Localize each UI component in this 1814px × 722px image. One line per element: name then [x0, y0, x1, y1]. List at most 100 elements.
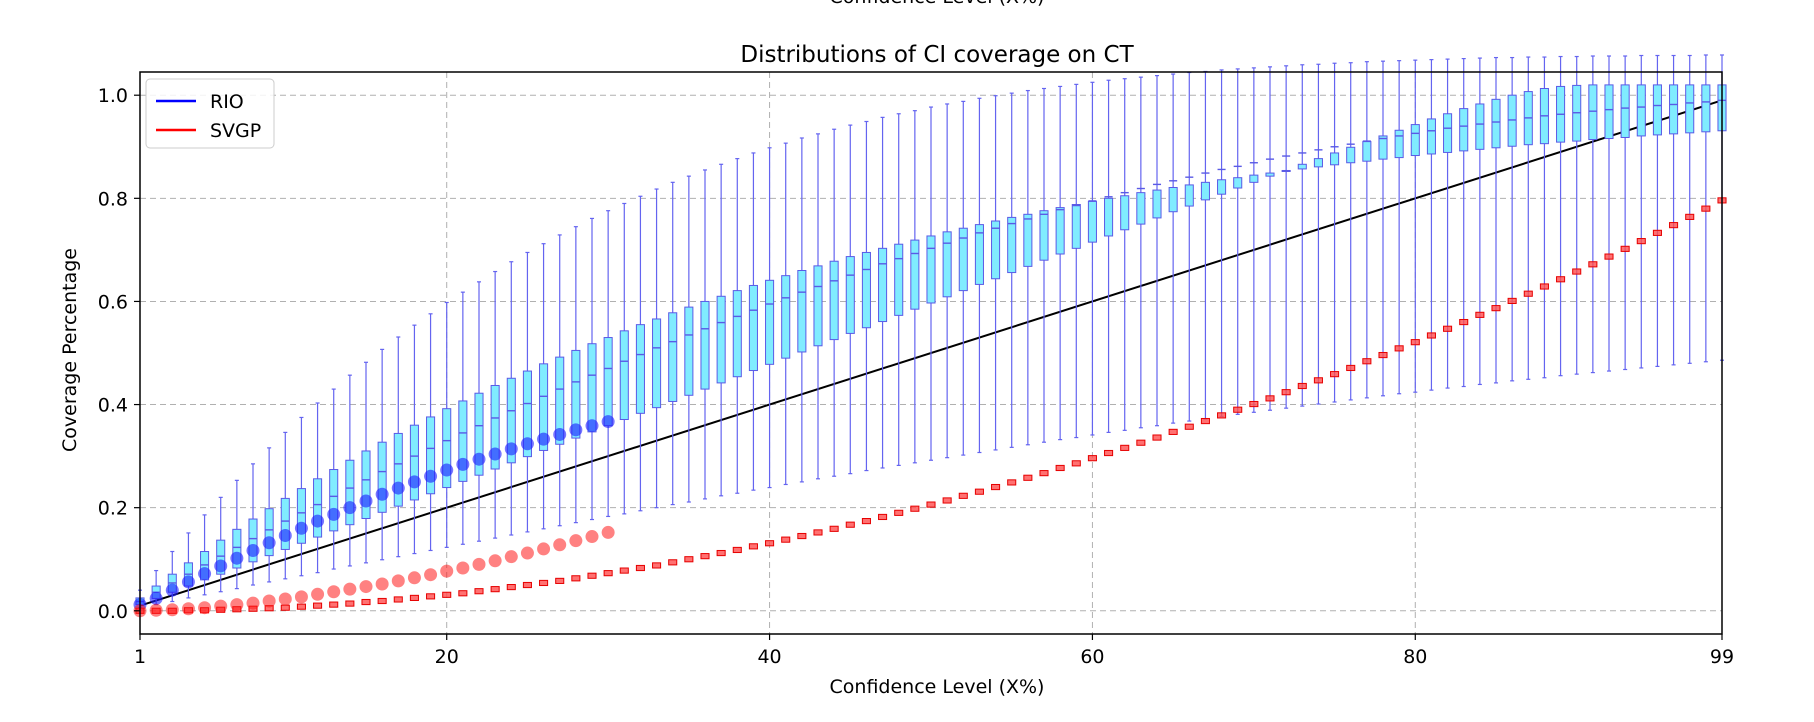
rio-box [797, 270, 807, 353]
svgp-outlier [440, 564, 454, 578]
svgp-box [1168, 428, 1178, 435]
rio-outlier [488, 447, 502, 461]
rio-outlier [391, 481, 405, 495]
rio-box [619, 330, 629, 421]
rio-box [1297, 163, 1307, 170]
svgp-box [1685, 213, 1695, 220]
svgp-box [571, 575, 581, 582]
svgp-outlier [585, 530, 599, 544]
rio-box [377, 441, 387, 513]
rio-box [700, 300, 710, 390]
svgp-box [958, 492, 968, 499]
rio-outlier [149, 591, 163, 605]
svgp-box [1007, 479, 1017, 486]
rio-outlier [504, 442, 518, 456]
svgp-outlier [262, 594, 276, 608]
svgp-box [1184, 423, 1194, 430]
rio-box [1330, 152, 1340, 166]
svgp-outlier [375, 577, 389, 591]
x-tick-label: 99 [1710, 646, 1734, 668]
rio-box [571, 349, 581, 439]
rio-box [1685, 84, 1695, 134]
rio-outlier [520, 437, 534, 451]
svgp-outlier [198, 601, 212, 615]
svgp-box [1023, 474, 1033, 481]
rio-outlier [375, 487, 389, 501]
rio-box [942, 231, 952, 298]
axes: 1 20 40 60 80 99 0.0 0.2 0.4 0.6 0.8 1.0 [98, 71, 1734, 668]
rio-box [1249, 174, 1259, 183]
rio-box [1362, 141, 1372, 162]
svgp-box [668, 559, 678, 566]
svgp-outlier [537, 542, 551, 556]
svgp-box [296, 603, 306, 610]
rio-box [490, 384, 500, 470]
svgp-box [797, 532, 807, 540]
rio-box [878, 247, 888, 323]
svgp-box [829, 525, 839, 532]
rio-box [861, 251, 871, 329]
svgp-box [1701, 205, 1711, 212]
rio-outlier [456, 457, 470, 471]
svgp-box [1507, 297, 1517, 305]
svgp-box [393, 596, 403, 603]
rio-box [894, 243, 904, 316]
svgp-box [1604, 253, 1614, 260]
svgp-box [1055, 464, 1065, 472]
svgp-series [133, 197, 1727, 618]
svgp-box [1572, 268, 1582, 275]
svgp-box [1539, 283, 1549, 290]
rio-box [1652, 84, 1662, 136]
svgp-outlier [391, 574, 405, 588]
svgp-box [1265, 395, 1275, 402]
rio-box [1588, 84, 1598, 141]
svgp-box [1249, 400, 1259, 408]
rio-outlier [601, 415, 615, 429]
rio-box [474, 392, 484, 476]
x-tick-label: 40 [757, 646, 781, 668]
svgp-box [813, 529, 823, 536]
legend-label: SVGP [210, 120, 261, 142]
rio-box [1426, 118, 1436, 155]
x-tick-label: 80 [1403, 646, 1427, 668]
rio-box [668, 312, 678, 402]
svgp-box [991, 483, 1001, 491]
svgp-box [1281, 389, 1291, 396]
svgp-box [926, 501, 936, 508]
svgp-box [1620, 245, 1630, 252]
rio-box [1055, 207, 1065, 255]
rio-box [1265, 172, 1275, 177]
rio-box [313, 478, 323, 538]
svgp-outlier [424, 568, 438, 582]
rio-outlier [327, 507, 341, 521]
rio-outlier [230, 551, 244, 565]
rio-box [684, 306, 694, 396]
svgp-box [506, 584, 516, 591]
svgp-box [861, 518, 871, 525]
rio-box [409, 424, 419, 501]
rio-box [958, 227, 968, 292]
rio-box [652, 318, 662, 409]
rio-box [1087, 200, 1097, 243]
rio-box [1217, 179, 1227, 195]
rio-box [1184, 184, 1194, 207]
svgp-box [1652, 229, 1662, 236]
svgp-outlier [311, 587, 325, 601]
svgp-box [377, 597, 387, 605]
y-tick-label: 0.8 [98, 188, 128, 210]
rio-outlier [440, 463, 454, 477]
rio-box [974, 224, 984, 285]
svgp-box [974, 488, 984, 495]
svgp-box [1039, 470, 1049, 477]
svgp-outlier [569, 534, 583, 548]
svgp-box [1120, 444, 1130, 451]
svgp-box [490, 586, 500, 593]
svgp-box [878, 513, 888, 521]
svgp-box [942, 497, 952, 504]
rio-box [1039, 210, 1049, 261]
svgp-outlier [294, 590, 308, 604]
rio-box [232, 528, 242, 569]
svgp-outlier [165, 603, 179, 617]
svgp-box [361, 598, 371, 606]
svgp-box [587, 572, 597, 579]
